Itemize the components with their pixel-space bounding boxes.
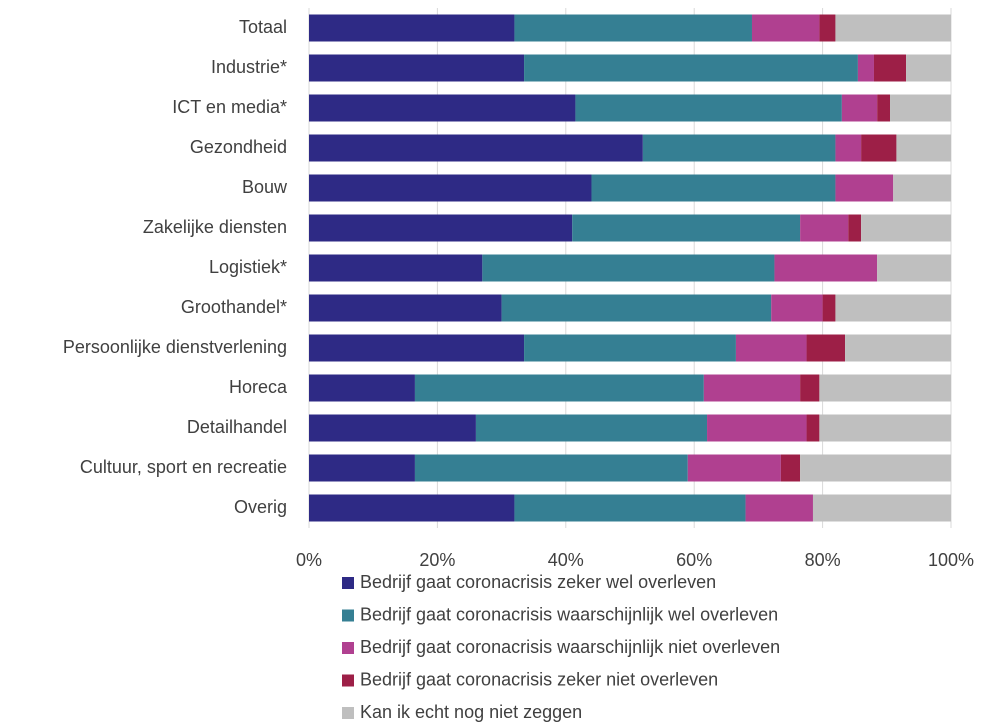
bar-segment bbox=[877, 254, 951, 282]
bar-segment bbox=[414, 374, 704, 402]
bar-segment bbox=[819, 414, 951, 442]
x-tick-label: 80% bbox=[805, 550, 841, 570]
bar-segment bbox=[591, 174, 836, 202]
legend-swatch bbox=[342, 674, 354, 687]
x-tick-label: 100% bbox=[928, 550, 974, 570]
legend-label: Bedrijf gaat coronacrisis zeker niet ove… bbox=[360, 669, 718, 689]
bar-segment bbox=[524, 54, 858, 82]
bar-segment bbox=[309, 174, 592, 202]
bar-segment bbox=[835, 294, 951, 322]
legend: Bedrijf gaat coronacrisis zeker wel over… bbox=[342, 572, 780, 722]
bar-segment bbox=[800, 374, 820, 402]
bar-segment bbox=[572, 214, 801, 242]
bar-segment bbox=[857, 54, 874, 82]
bar-segment bbox=[309, 454, 415, 482]
legend-label: Bedrijf gaat coronacrisis waarschijnlijk… bbox=[360, 637, 780, 657]
x-tick-label: 60% bbox=[676, 550, 712, 570]
category-label: Logistiek* bbox=[209, 257, 287, 277]
bar-segment bbox=[309, 374, 415, 402]
bars bbox=[309, 14, 951, 522]
category-label: Industrie* bbox=[211, 57, 287, 77]
category-label: Detailhandel bbox=[187, 417, 287, 437]
bar-segment bbox=[835, 14, 951, 42]
bar-segment bbox=[514, 14, 752, 42]
bar-segment bbox=[309, 414, 476, 442]
bar-segment bbox=[309, 254, 483, 282]
legend-swatch bbox=[342, 609, 354, 622]
bar-segment bbox=[812, 494, 951, 522]
bar-segment bbox=[848, 214, 862, 242]
bar-segment bbox=[861, 214, 951, 242]
bar-segment bbox=[800, 214, 849, 242]
bar-segment bbox=[309, 54, 525, 82]
category-label: Horeca bbox=[229, 377, 288, 397]
legend-swatch bbox=[342, 642, 354, 654]
bar-segment bbox=[687, 454, 781, 482]
legend-swatch bbox=[342, 707, 354, 719]
x-tick-label: 20% bbox=[419, 550, 455, 570]
bar-segment bbox=[309, 14, 515, 42]
bar-segment bbox=[642, 134, 836, 162]
bar-segment bbox=[780, 454, 801, 482]
bar-segment bbox=[707, 414, 807, 442]
bar-segment bbox=[835, 174, 894, 202]
bar-segment bbox=[890, 94, 951, 122]
bar-segment bbox=[906, 54, 951, 82]
bar-segment bbox=[524, 334, 736, 362]
bar-segment bbox=[845, 334, 951, 362]
bar-segment bbox=[501, 294, 772, 322]
bar-segment bbox=[751, 14, 820, 42]
category-label: Bouw bbox=[242, 177, 288, 197]
bar-segment bbox=[822, 294, 836, 322]
bar-segment bbox=[309, 294, 502, 322]
bar-segment bbox=[414, 454, 688, 482]
bar-segment bbox=[575, 94, 842, 122]
category-label: Persoonlijke dienstverlening bbox=[63, 337, 287, 357]
bar-segment bbox=[835, 134, 862, 162]
bar-segment bbox=[745, 494, 813, 522]
category-label: Overig bbox=[234, 497, 287, 517]
bar-segment bbox=[806, 414, 820, 442]
x-tick-label: 0% bbox=[296, 550, 322, 570]
bar-segment bbox=[800, 454, 951, 482]
bar-segment bbox=[735, 334, 807, 362]
category-label: ICT en media* bbox=[172, 97, 287, 117]
category-label: Zakelijke diensten bbox=[143, 217, 287, 237]
bar-segment bbox=[893, 174, 951, 202]
x-tick-label: 40% bbox=[548, 550, 584, 570]
legend-label: Bedrijf gaat coronacrisis waarschijnlijk… bbox=[360, 604, 778, 624]
bar-segment bbox=[482, 254, 775, 282]
bar-segment bbox=[703, 374, 801, 402]
bar-segment bbox=[873, 54, 907, 82]
category-label: Gezondheid bbox=[190, 137, 287, 157]
bar-segment bbox=[309, 134, 643, 162]
bar-segment bbox=[896, 134, 951, 162]
legend-swatch bbox=[342, 577, 354, 589]
bar-segment bbox=[841, 94, 878, 122]
bar-segment bbox=[806, 334, 846, 362]
bar-segment bbox=[771, 294, 823, 322]
bar-segment bbox=[819, 14, 836, 42]
bar-segment bbox=[877, 94, 891, 122]
legend-label: Kan ik echt nog niet zeggen bbox=[360, 702, 582, 722]
category-label: Totaal bbox=[239, 17, 287, 37]
category-label: Cultuur, sport en recreatie bbox=[80, 457, 287, 477]
category-labels: Totaal Industrie* ICT en media* Gezondheid B… bbox=[63, 17, 288, 517]
category-label: Groothandel* bbox=[181, 297, 287, 317]
bar-segment bbox=[819, 374, 951, 402]
bar-segment bbox=[309, 494, 515, 522]
bar-segment bbox=[514, 494, 746, 522]
bar-segment bbox=[861, 134, 897, 162]
bar-segment bbox=[475, 414, 708, 442]
bar-segment bbox=[774, 254, 878, 282]
bar-segment bbox=[309, 214, 573, 242]
legend-label: Bedrijf gaat coronacrisis zeker wel over… bbox=[360, 572, 716, 592]
x-axis-tick-labels: 0% 20% 40% 60% 80% 100% bbox=[296, 550, 974, 570]
bar-segment bbox=[309, 94, 576, 122]
bar-segment bbox=[309, 334, 525, 362]
